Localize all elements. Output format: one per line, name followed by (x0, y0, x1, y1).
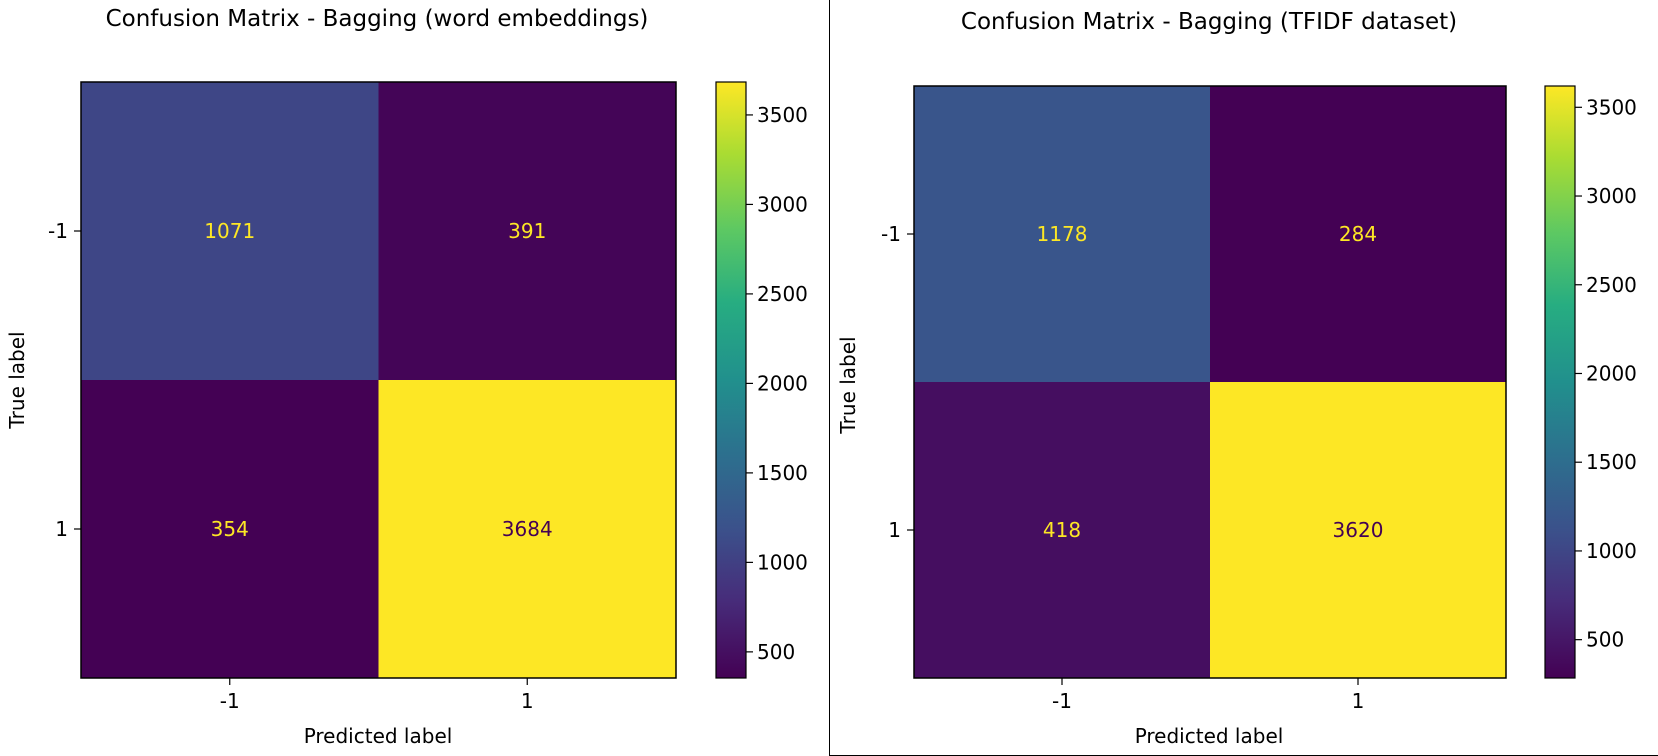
colorbar-frame (715, 81, 747, 679)
matrix-cells: 1178 284 418 3620 (914, 86, 1507, 679)
matrix-cell (1210, 382, 1507, 679)
chart-title: Confusion Matrix - Bagging (TFIDF datase… (961, 9, 1457, 35)
cell-value-label: 3620 (1333, 518, 1384, 542)
colorbar (716, 82, 746, 678)
matrix-cell (1210, 86, 1507, 383)
colorbar-tick-label: 3500 (1586, 95, 1637, 119)
colorbar-tick-label: 500 (1586, 628, 1624, 652)
y-axis: -1 1 (881, 222, 914, 542)
chart-title: Confusion Matrix - Bagging (word embeddi… (106, 6, 649, 32)
y-tick-label: 1 (888, 518, 901, 542)
colorbar-tick-label: 3000 (1586, 184, 1637, 208)
y-tick-label: -1 (881, 222, 901, 246)
confusion-matrix-chart-tfidf: Confusion Matrix - Bagging (TFIDF datase… (836, 9, 1637, 748)
colorbar-tick-label: 2500 (1586, 273, 1637, 297)
matrix-frame (80, 81, 677, 679)
colorbar-tick-label: 1500 (757, 461, 808, 485)
matrix-cell (378, 380, 677, 679)
x-axis: -1 1 (1052, 678, 1364, 713)
x-axis: -1 1 (220, 678, 534, 713)
matrix-cells: 1071 391 354 3684 (81, 82, 677, 679)
cell-value-label: 1178 (1037, 222, 1088, 246)
colorbar-tick-label: 3000 (757, 192, 808, 216)
colorbar-ticks: 500 1000 1500 2000 2500 3000 3500 (746, 103, 808, 664)
y-tick-label: 1 (55, 517, 68, 541)
y-axis: -1 1 (48, 219, 81, 541)
colorbar-tick-label: 1000 (757, 550, 808, 574)
matrix-cell (378, 82, 677, 381)
cell-value-label: 3684 (502, 517, 553, 541)
y-axis-label: True label (5, 331, 29, 429)
colorbar-tick-label: 2000 (757, 371, 808, 395)
x-tick-label: -1 (1052, 689, 1072, 713)
matrix-frame (913, 85, 1507, 679)
x-tick-label: 1 (1352, 689, 1365, 713)
colorbar-tick-label: 1500 (1586, 450, 1637, 474)
colorbar (1545, 86, 1575, 678)
x-axis-label: Predicted label (1135, 724, 1284, 748)
matrix-cell (914, 382, 1211, 679)
colorbar-tick-label: 500 (757, 640, 795, 664)
x-tick-label: 1 (521, 689, 534, 713)
panel-divider (829, 0, 830, 756)
cell-value-label: 354 (211, 517, 249, 541)
colorbar-tick-label: 2000 (1586, 361, 1637, 385)
colorbar-tick-label: 3500 (757, 103, 808, 127)
y-axis-label: True label (836, 336, 860, 434)
confusion-matrix-chart-word-embeddings: Confusion Matrix - Bagging (word embeddi… (5, 6, 808, 748)
colorbar-ticks: 500 1000 1500 2000 2500 3000 3500 (1575, 95, 1637, 652)
cell-value-label: 1071 (204, 219, 255, 243)
matrix-cell (81, 380, 379, 679)
y-tick-label: -1 (48, 219, 68, 243)
cell-value-label: 418 (1043, 518, 1081, 542)
matrix-cell (914, 86, 1211, 383)
cell-value-label: 391 (508, 219, 546, 243)
colorbar-tick-label: 1000 (1586, 539, 1637, 563)
colorbar-frame (1544, 85, 1576, 679)
x-tick-label: -1 (220, 689, 240, 713)
x-axis-label: Predicted label (304, 724, 453, 748)
cell-value-label: 284 (1339, 222, 1377, 246)
matrix-cell (81, 82, 379, 381)
colorbar-tick-label: 2500 (757, 282, 808, 306)
